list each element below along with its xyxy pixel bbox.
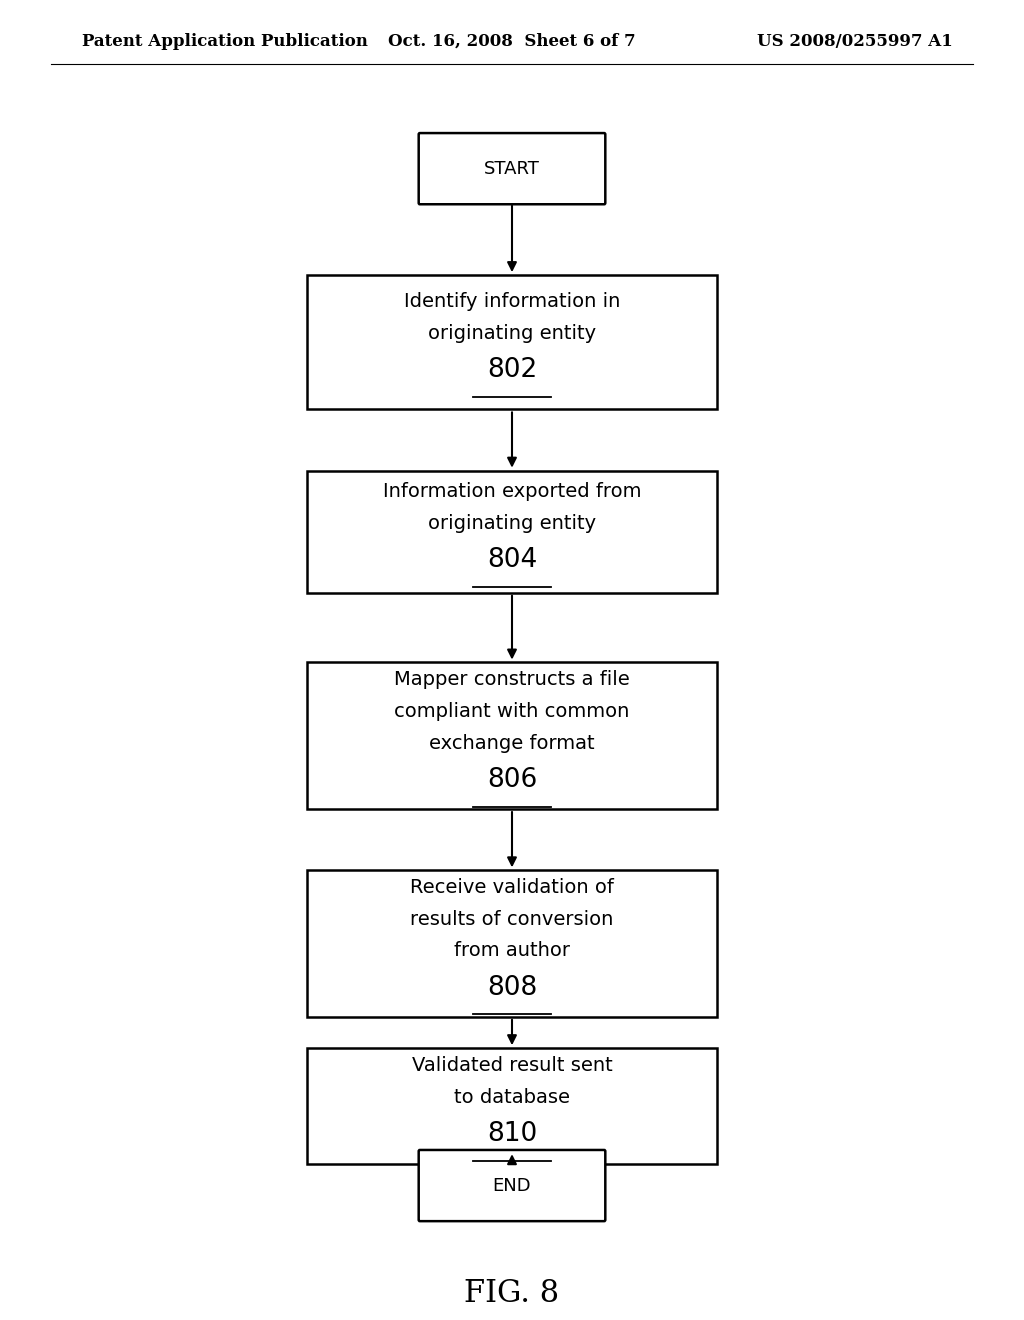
Text: to database: to database — [454, 1088, 570, 1107]
Text: Receive validation of: Receive validation of — [410, 878, 614, 896]
Bar — [307, 663, 717, 809]
FancyBboxPatch shape — [419, 1150, 605, 1221]
Text: START: START — [484, 160, 540, 178]
Text: Mapper constructs a file: Mapper constructs a file — [394, 671, 630, 689]
Text: results of conversion: results of conversion — [411, 909, 613, 928]
Text: 802: 802 — [486, 358, 538, 383]
Text: compliant with common: compliant with common — [394, 702, 630, 721]
Text: originating entity: originating entity — [428, 325, 596, 343]
Text: 810: 810 — [486, 1121, 538, 1147]
FancyBboxPatch shape — [419, 133, 605, 205]
Text: Identify information in: Identify information in — [403, 293, 621, 312]
Text: 804: 804 — [486, 546, 538, 573]
Text: END: END — [493, 1176, 531, 1195]
Text: from author: from author — [454, 941, 570, 961]
Text: Oct. 16, 2008  Sheet 6 of 7: Oct. 16, 2008 Sheet 6 of 7 — [388, 33, 636, 50]
Text: Patent Application Publication: Patent Application Publication — [82, 33, 368, 50]
Text: US 2008/0255997 A1: US 2008/0255997 A1 — [757, 33, 952, 50]
Text: 806: 806 — [486, 767, 538, 793]
Text: originating entity: originating entity — [428, 513, 596, 532]
Bar — [307, 870, 717, 1016]
Bar — [307, 1048, 717, 1164]
Text: FIG. 8: FIG. 8 — [465, 1278, 559, 1308]
Text: Validated result sent: Validated result sent — [412, 1056, 612, 1076]
Text: 808: 808 — [486, 974, 538, 1001]
Bar — [307, 275, 717, 409]
Bar — [307, 470, 717, 593]
Text: Information exported from: Information exported from — [383, 482, 641, 500]
Text: exchange format: exchange format — [429, 734, 595, 752]
